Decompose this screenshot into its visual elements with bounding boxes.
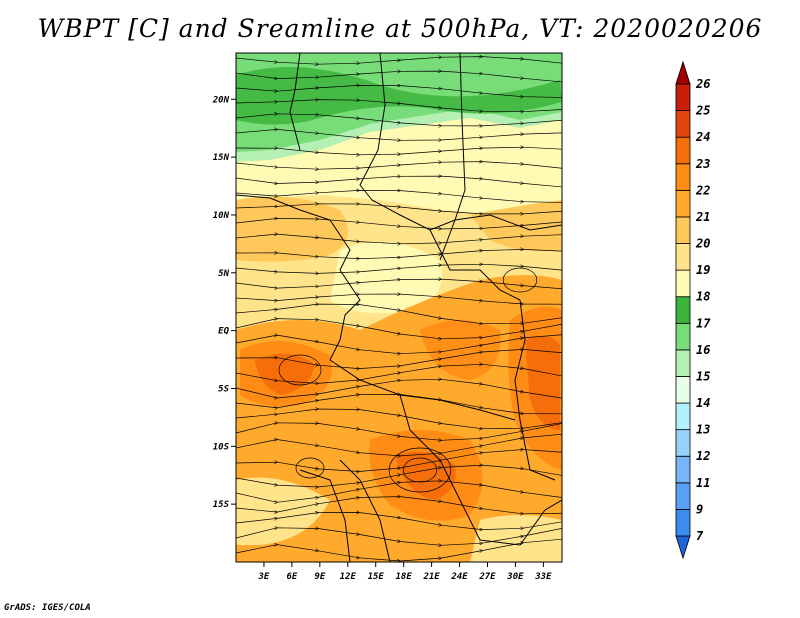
x-tick-label: 6E xyxy=(286,572,297,582)
colorbar-label: 18 xyxy=(696,290,710,304)
footer-credit: GrADS: IGES/COLA xyxy=(4,603,91,613)
y-tick-label: 15N xyxy=(213,153,230,163)
colorbar-label: 15 xyxy=(696,369,710,383)
streamline-vortex xyxy=(278,354,322,386)
x-tick-label: 3E xyxy=(258,572,270,582)
y-tick-label: 5S xyxy=(218,384,229,394)
colorbar-label: 23 xyxy=(695,157,710,171)
streamline xyxy=(236,234,562,244)
colorbar-label: 11 xyxy=(696,476,710,490)
x-tick-label: 15E xyxy=(368,572,385,582)
y-tick-label: 10S xyxy=(213,442,230,452)
x-tick-label: 12E xyxy=(340,572,357,582)
colorbar-label: 19 xyxy=(696,263,710,277)
streamline xyxy=(236,129,562,140)
x-tick-label: 27E xyxy=(478,572,496,582)
streamline xyxy=(236,176,562,188)
y-tick-label: 20N xyxy=(212,95,230,105)
x-tick-label: 24E xyxy=(450,572,468,582)
streamline-vortex xyxy=(388,447,452,493)
map-plot-area xyxy=(236,53,562,562)
colorbar-segment xyxy=(675,163,691,191)
colorbar-label: 12 xyxy=(696,449,710,463)
colorbar-segment xyxy=(675,136,691,165)
streamline xyxy=(236,190,562,202)
colorbar-label: 13 xyxy=(696,423,710,437)
x-tick-label: 21E xyxy=(422,572,440,582)
colorbar-label: 20 xyxy=(695,237,710,251)
streamline-vortex xyxy=(502,267,538,293)
y-tick-label: 5N xyxy=(218,269,229,279)
colorbar-label: 7 xyxy=(696,529,704,543)
streamline xyxy=(236,279,562,289)
colorbar-label: 17 xyxy=(696,316,711,330)
colorbar-segment xyxy=(675,402,691,431)
streamline xyxy=(236,147,562,155)
colorbar-label: 14 xyxy=(696,396,710,410)
streamline xyxy=(236,264,562,273)
colorbar-segment xyxy=(675,482,691,510)
streamline xyxy=(236,57,562,65)
colorbar-segment xyxy=(675,83,691,111)
map-frame xyxy=(235,52,563,563)
streamline xyxy=(236,100,562,112)
y-tick-label: EQ xyxy=(218,327,229,337)
colorbar-arrow-high xyxy=(675,60,691,85)
colorbar-label: 21 xyxy=(695,210,710,224)
x-tick-label: 9E xyxy=(314,572,325,582)
colorbar-segment xyxy=(675,376,691,404)
streamline xyxy=(236,162,562,170)
x-tick-label: 18E xyxy=(396,572,413,582)
streamline-vortex xyxy=(402,457,438,483)
map-axes: 3E 6E 9E 12E 15E 18E 21E 24E 27E 30E 33E 20N 15N 10N 5… xyxy=(212,95,552,582)
colorbar-label: 24 xyxy=(695,130,710,144)
map-title: WBPT [C] and Sreamline at 500hPa, VT: 20… xyxy=(37,14,763,43)
y-tick-label: 10N xyxy=(213,211,230,221)
colorbar-label: 26 xyxy=(695,77,710,91)
streamline xyxy=(236,538,562,561)
colorbar-segment xyxy=(675,189,691,218)
streamline xyxy=(236,85,562,97)
colorbar-segment xyxy=(675,216,691,244)
colorbar-label: 25 xyxy=(695,104,710,118)
colorbar-segment xyxy=(675,296,691,324)
colorbar-label: 16 xyxy=(696,343,710,357)
streamlines xyxy=(236,57,562,561)
streamline xyxy=(236,204,562,214)
colorbar: 7 9 11 12 13 14 15 16 17 18 19 20 21 22 23 24 25 26 xyxy=(675,60,711,560)
colorbar-label: 22 xyxy=(695,183,710,197)
colorbar-label: 9 xyxy=(696,502,703,516)
wbpt-fill-southeast xyxy=(470,515,562,562)
streamline xyxy=(236,114,562,126)
streamline xyxy=(236,249,562,258)
colorbar-segment xyxy=(675,349,691,377)
colorbar-segment xyxy=(675,243,691,271)
colorbar-segment xyxy=(675,322,691,351)
colorbar-segment xyxy=(675,269,691,298)
colorbar-segment xyxy=(675,455,691,484)
colorbar-arrow-low xyxy=(675,535,691,560)
streamline xyxy=(236,218,562,229)
colorbar-segment xyxy=(675,110,691,138)
y-tick-label: 15S xyxy=(213,500,230,510)
x-tick-label: 30E xyxy=(506,572,524,582)
colorbar-segment xyxy=(675,509,691,537)
streamline xyxy=(236,71,562,83)
wbpt-fill-23-24-east xyxy=(525,336,560,430)
streamline-vortex xyxy=(295,457,325,479)
x-tick-label: 33E xyxy=(534,572,552,582)
colorbar-segment xyxy=(675,429,691,457)
